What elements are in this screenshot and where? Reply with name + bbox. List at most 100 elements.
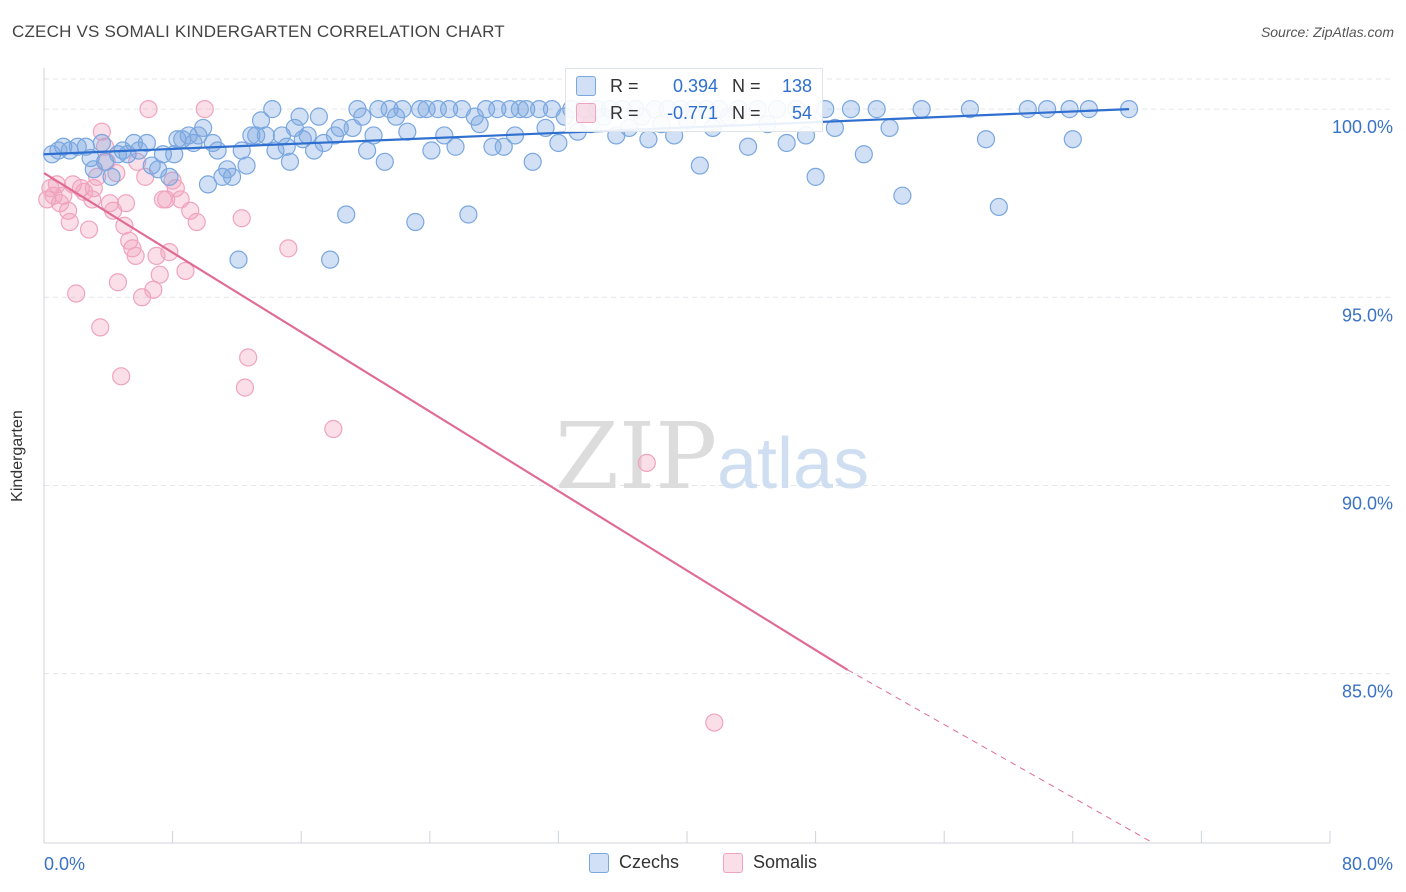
czechs-point bbox=[386, 107, 406, 126]
czechs-point bbox=[439, 100, 459, 119]
czechs-point bbox=[960, 100, 980, 119]
czechs-point bbox=[81, 148, 100, 168]
czechs-point bbox=[1063, 130, 1082, 149]
czechs-point bbox=[510, 100, 529, 119]
legend-item-somalis[interactable]: Somalis bbox=[723, 852, 817, 873]
r-label: R = bbox=[610, 75, 639, 96]
stats-row-czechs: R = 0.394 N = 138 bbox=[576, 73, 812, 99]
czechs-point bbox=[229, 250, 248, 269]
czechs-point bbox=[375, 152, 394, 171]
x-tick-label-max: 80.0% bbox=[1342, 854, 1393, 874]
czechs-point bbox=[880, 118, 899, 138]
czechs-point bbox=[137, 133, 156, 153]
czechs-point bbox=[337, 205, 356, 224]
czechs-point bbox=[989, 197, 1008, 217]
czechs-point bbox=[321, 250, 340, 269]
somalis-trend-line bbox=[43, 172, 849, 671]
somalis-point bbox=[84, 179, 103, 198]
czechs-point bbox=[1037, 100, 1057, 119]
czechs-point bbox=[494, 137, 513, 156]
czechs-point bbox=[222, 167, 242, 186]
somalis-point bbox=[232, 209, 251, 228]
czechs-point bbox=[309, 107, 328, 126]
czechs-point bbox=[266, 141, 285, 160]
somalis-point bbox=[59, 201, 78, 220]
somalis-point bbox=[67, 284, 86, 303]
watermark-zip: ZIP bbox=[555, 403, 717, 510]
czechs-point bbox=[194, 118, 213, 138]
somalis-point bbox=[176, 261, 195, 281]
czechs-point bbox=[353, 107, 372, 126]
legend-swatch-czechs bbox=[588, 852, 609, 873]
somalis-point bbox=[79, 220, 99, 239]
legend-item-czechs[interactable]: Czechs bbox=[588, 852, 679, 873]
czechs-point bbox=[893, 186, 912, 205]
czechs-point bbox=[1060, 100, 1079, 119]
czechs-point bbox=[517, 100, 536, 119]
czechs-point bbox=[912, 100, 931, 119]
legend-swatch-somalis bbox=[723, 852, 743, 873]
czechs-point bbox=[411, 100, 430, 119]
czechs-point bbox=[841, 100, 861, 119]
czechs-point bbox=[198, 175, 218, 194]
czechs-point bbox=[690, 156, 709, 175]
czechs-point bbox=[277, 137, 296, 156]
czechs-point bbox=[298, 126, 317, 145]
somalis-point bbox=[139, 100, 158, 119]
somalis-point bbox=[144, 280, 163, 299]
somalis-point bbox=[181, 201, 200, 220]
czechs-point bbox=[92, 133, 111, 153]
y-tick-label: 100.0% bbox=[1332, 117, 1393, 137]
somalis-point bbox=[60, 212, 79, 232]
czechs-swatch bbox=[576, 76, 596, 96]
czechs-point bbox=[459, 205, 478, 224]
n-value: 54 bbox=[791, 102, 812, 123]
czechs-point bbox=[422, 141, 441, 160]
czechs-point bbox=[330, 118, 349, 138]
watermark: ZIP atlas bbox=[555, 403, 869, 510]
czechs-point bbox=[406, 212, 425, 232]
chart-source: Source: ZipAtlas.com bbox=[1260, 24, 1394, 40]
somalis-point bbox=[166, 179, 185, 198]
czechs-point bbox=[530, 100, 549, 119]
czechs-point bbox=[435, 126, 454, 145]
tick-labels: 85.0% 90.0% 95.0% 100.0% 0.0% 80.0% bbox=[44, 117, 1393, 874]
czechs-point bbox=[263, 100, 282, 119]
czechs-point bbox=[102, 167, 121, 186]
czechs-point bbox=[290, 107, 309, 126]
stats-box: R = 0.394 N = 138 R = -0.771 N = 54 bbox=[565, 68, 823, 132]
czechs-point bbox=[523, 152, 542, 171]
czechs-point bbox=[160, 167, 179, 186]
czechs-point bbox=[242, 126, 261, 145]
czechs-point bbox=[398, 122, 417, 141]
somalis-point bbox=[116, 194, 136, 213]
somalis-point bbox=[108, 273, 128, 292]
somalis-point bbox=[44, 186, 63, 205]
somalis-point bbox=[279, 239, 298, 258]
somalis-point bbox=[91, 318, 110, 337]
czechs-point bbox=[1018, 100, 1037, 119]
czechs-point bbox=[1079, 100, 1098, 119]
y-tick-label: 95.0% bbox=[1342, 305, 1393, 325]
somalis-point bbox=[195, 100, 214, 119]
czechs-point bbox=[806, 167, 825, 186]
somalis-point bbox=[705, 713, 724, 732]
somalis-point bbox=[150, 265, 169, 284]
somalis-point bbox=[239, 348, 258, 367]
somalis-point bbox=[187, 212, 206, 232]
somalis-point bbox=[83, 190, 102, 209]
x-tick-label-min: 0.0% bbox=[44, 854, 85, 874]
stats-row-somalis: R = -0.771 N = 54 bbox=[576, 100, 812, 126]
czechs-point bbox=[232, 141, 251, 160]
czechs-point bbox=[976, 130, 996, 149]
legend-label-somalis: Somalis bbox=[753, 852, 818, 872]
somalis-point bbox=[235, 378, 255, 397]
czechs-point bbox=[380, 100, 399, 119]
legend-label-czechs: Czechs bbox=[618, 852, 679, 872]
somalis-trend-extension bbox=[847, 669, 1154, 844]
chart-title: CZECH VS SOMALI KINDERGARTEN CORRELATION… bbox=[12, 22, 505, 41]
czechs-point bbox=[738, 137, 758, 156]
legend: Czechs Somalis bbox=[0, 852, 1406, 873]
r-value: 0.394 bbox=[672, 75, 718, 96]
